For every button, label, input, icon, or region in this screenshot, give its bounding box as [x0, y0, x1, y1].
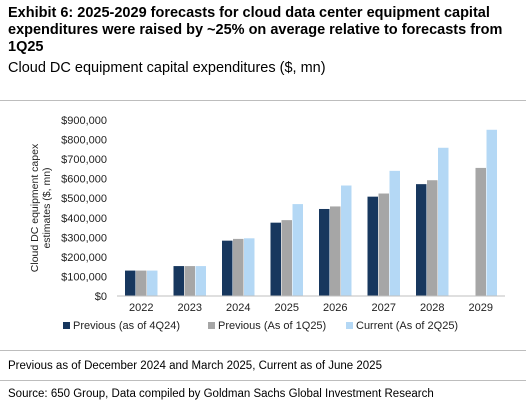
- y-axis-label-group: Cloud DC equipment capex estimates ($, m…: [29, 143, 53, 272]
- y-tick-label: $800,000: [61, 135, 107, 147]
- top-divider: [0, 100, 526, 101]
- bar-2022-series-1: [125, 270, 136, 296]
- legend-swatch: [63, 322, 70, 329]
- x-tick-label: 2023: [178, 302, 202, 314]
- footnote: Previous as of December 2024 and March 2…: [8, 360, 382, 372]
- bar-2026-series-2: [330, 206, 341, 296]
- bar-2029-series-2: [475, 167, 486, 296]
- bar-2026-series-3: [341, 185, 352, 296]
- bar-2024-series-1: [222, 240, 233, 296]
- x-tick-label: 2029: [469, 302, 493, 314]
- bar-2025-series-2: [281, 220, 292, 296]
- bar-2023-series-2: [184, 266, 195, 296]
- bar-2028-series-2: [427, 180, 438, 296]
- bar-2027-series-1: [367, 196, 378, 296]
- y-tick-labels: $0 $100,000 $200,000 $300,000 $400,000 $500,0…: [61, 115, 107, 303]
- bar-2027-series-3: [389, 170, 400, 296]
- bar-2025-series-1: [270, 222, 281, 296]
- x-tick-label: 2027: [372, 302, 396, 314]
- y-tick-label: $500,000: [61, 193, 107, 205]
- y-axis-label-line2: estimates ($, mn): [41, 167, 53, 248]
- bar-2028-series-3: [438, 147, 449, 296]
- chart-title: Exhibit 6: 2025-2029 forecasts for cloud…: [8, 5, 503, 55]
- y-tick-label: $300,000: [61, 232, 107, 244]
- bar-2024-series-2: [233, 238, 244, 296]
- y-tick-label: $700,000: [61, 154, 107, 166]
- x-tick-label: 2024: [226, 302, 250, 314]
- x-tick-label: 2026: [323, 302, 347, 314]
- y-tick-label: $0: [95, 291, 107, 303]
- bottom-divider: [0, 380, 526, 381]
- bar-2029-series-3: [486, 129, 497, 296]
- bar-2028-series-1: [416, 184, 427, 296]
- legend: Previous (as of 4Q24) Previous (As of 1Q2…: [63, 320, 458, 332]
- bar-2024-series-3: [244, 238, 255, 296]
- x-tick-labels: 2022 2023 2024 2025 2026 2027 2028 2029: [129, 302, 493, 314]
- legend-swatch: [208, 322, 215, 329]
- legend-label: Previous (as of 4Q24): [73, 320, 180, 332]
- bar-2022-series-2: [136, 270, 147, 296]
- bar-2023-series-1: [173, 266, 184, 296]
- bar-2025-series-3: [292, 204, 303, 296]
- bar-2027-series-2: [378, 193, 389, 296]
- y-tick-label: $600,000: [61, 174, 107, 186]
- x-tick-label: 2028: [420, 302, 444, 314]
- legend-swatch: [346, 322, 353, 329]
- bars: [125, 129, 497, 296]
- chart-subtitle: Cloud DC equipment capital expenditures …: [8, 60, 326, 76]
- source-line: Source: 650 Group, Data compiled by Gold…: [8, 388, 434, 400]
- middle-divider: [0, 350, 526, 351]
- y-tick-label: $100,000: [61, 271, 107, 283]
- bar-2026-series-1: [319, 208, 330, 296]
- bar-2022-series-3: [147, 270, 158, 296]
- bar-2023-series-3: [195, 266, 206, 296]
- y-tick-label: $400,000: [61, 213, 107, 225]
- legend-label: Current (As of 2Q25): [356, 320, 458, 332]
- y-tick-label: $900,000: [61, 115, 107, 127]
- x-tick-label: 2025: [275, 302, 299, 314]
- x-tick-label: 2022: [129, 302, 153, 314]
- y-tick-label: $200,000: [61, 252, 107, 264]
- legend-label: Previous (As of 1Q25): [218, 320, 326, 332]
- y-axis-label-line1: Cloud DC equipment capex: [29, 143, 41, 272]
